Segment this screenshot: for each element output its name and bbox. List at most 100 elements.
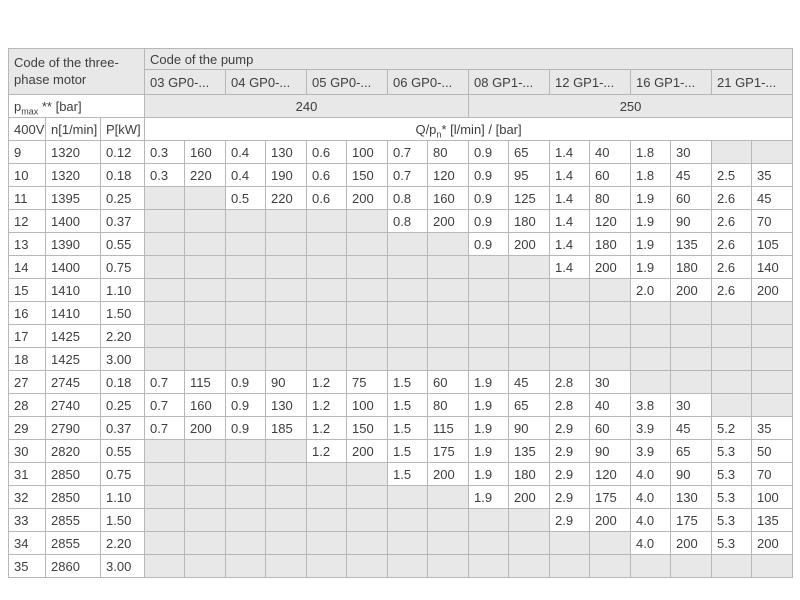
motor-cell: 32 <box>8 485 46 509</box>
pump-cell: 175 <box>670 508 712 532</box>
pump-cell <box>711 140 752 164</box>
pump-cell: 90 <box>508 416 550 440</box>
pump-cell <box>306 347 347 371</box>
pmax-value-gp0: 240 <box>144 94 469 118</box>
header-row-columns: 400V n[1/min] P[kW] Q/pn* [l/min] / [bar… <box>8 117 794 141</box>
motor-cell: 0.18 <box>100 163 145 187</box>
pump-cell: 180 <box>670 255 712 279</box>
pump-cell: 130 <box>265 393 307 417</box>
pump-cell: 180 <box>508 209 550 233</box>
motor-cell: 29 <box>8 416 46 440</box>
motor-cell: 2855 <box>45 508 101 532</box>
motor-cell: 2820 <box>45 439 101 463</box>
pump-cell: 200 <box>508 485 550 509</box>
pump-cell <box>144 232 185 256</box>
pump-cell: 65 <box>508 140 550 164</box>
pump-cell <box>144 278 185 302</box>
pump-cell: 160 <box>427 186 469 210</box>
pump-cell: 2.9 <box>549 485 590 509</box>
pump-cell: 1.4 <box>549 255 590 279</box>
pump-cell: 2.9 <box>549 439 590 463</box>
pump-cell <box>144 186 185 210</box>
pump-cell <box>589 278 631 302</box>
pump-cell <box>630 347 671 371</box>
motor-cell: 2855 <box>45 531 101 555</box>
motor-cell: 1320 <box>45 163 101 187</box>
pump-cell: 175 <box>589 485 631 509</box>
pump-cell <box>225 439 266 463</box>
pump-cell <box>670 347 712 371</box>
pmax-label-base: p <box>14 98 22 114</box>
pump-cell: 1.5 <box>387 393 428 417</box>
pump-cell: 45 <box>670 163 712 187</box>
pump-cell <box>184 485 226 509</box>
pump-cell: 105 <box>750 232 794 256</box>
pump-cell <box>427 278 469 302</box>
pump-cell: 1.9 <box>630 186 671 210</box>
pump-cell <box>750 140 794 164</box>
pump-cell <box>265 508 307 532</box>
pump-cell: 125 <box>508 186 550 210</box>
pump-cell <box>346 485 388 509</box>
pump-cell: 3.9 <box>630 439 671 463</box>
pump-cell: 95 <box>508 163 550 187</box>
pump-cell: 0.9 <box>468 232 509 256</box>
pump-cell: 200 <box>670 531 712 555</box>
pump-cell: 80 <box>427 140 469 164</box>
pump-cell: 150 <box>346 163 388 187</box>
motor-cell: 1425 <box>45 324 101 348</box>
pump-cell <box>670 554 712 578</box>
pump-cell: 120 <box>589 462 631 486</box>
pump-cell: 65 <box>508 393 550 417</box>
header-row-pump-codes: 03 GP0-... 04 GP0-... 05 GP0-... 06 GP0-… <box>9 69 794 95</box>
pump-cell <box>225 508 266 532</box>
pump-cell: 200 <box>346 186 388 210</box>
pump-cell <box>549 531 590 555</box>
pump-cell <box>184 531 226 555</box>
motor-cell: 9 <box>8 140 46 164</box>
pump-cell <box>225 324 266 348</box>
motor-cell: 17 <box>8 324 46 348</box>
motor-cell: 2850 <box>45 462 101 486</box>
pump-cell <box>711 393 752 417</box>
pump-cell: 0.3 <box>144 140 185 164</box>
pump-cell: 90 <box>670 462 712 486</box>
motor-cell: 35 <box>8 554 46 578</box>
motor-cell: 30 <box>8 439 46 463</box>
pump-cell <box>346 531 388 555</box>
pmax-label-sub: max <box>21 106 39 117</box>
pump-cell <box>670 301 712 325</box>
pump-cell: 0.9 <box>225 370 266 394</box>
pump-cell <box>265 347 307 371</box>
motor-cell: 0.37 <box>100 416 145 440</box>
pump-cell <box>184 186 226 210</box>
pump-cell: 0.6 <box>306 140 347 164</box>
pump-cell: 40 <box>589 140 631 164</box>
pump-cell <box>387 531 428 555</box>
pump-cell <box>589 554 631 578</box>
pump-cell: 120 <box>589 209 631 233</box>
motor-cell: 14 <box>8 255 46 279</box>
pump-cell: 2.9 <box>549 462 590 486</box>
pump-cell <box>670 324 712 348</box>
pump-cell <box>184 554 226 578</box>
pump-cell: 0.9 <box>225 393 266 417</box>
pump-cell: 120 <box>427 163 469 187</box>
pump-cell: 50 <box>750 439 794 463</box>
pump-cell: 0.4 <box>225 140 266 164</box>
pump-cell <box>508 278 550 302</box>
pump-cell <box>306 485 347 509</box>
pump-cell: 60 <box>427 370 469 394</box>
pump-cell: 130 <box>265 140 307 164</box>
motor-cell: 0.25 <box>100 186 145 210</box>
pump-cell <box>265 232 307 256</box>
pump-cell <box>589 347 631 371</box>
pump-cell: 5.3 <box>711 531 752 555</box>
pump-cell: 30 <box>670 393 712 417</box>
pump-cell <box>144 209 185 233</box>
pump-cell <box>427 554 469 578</box>
motor-cell: 1390 <box>45 232 101 256</box>
pump-cell <box>468 255 509 279</box>
pump-cell <box>346 301 388 325</box>
